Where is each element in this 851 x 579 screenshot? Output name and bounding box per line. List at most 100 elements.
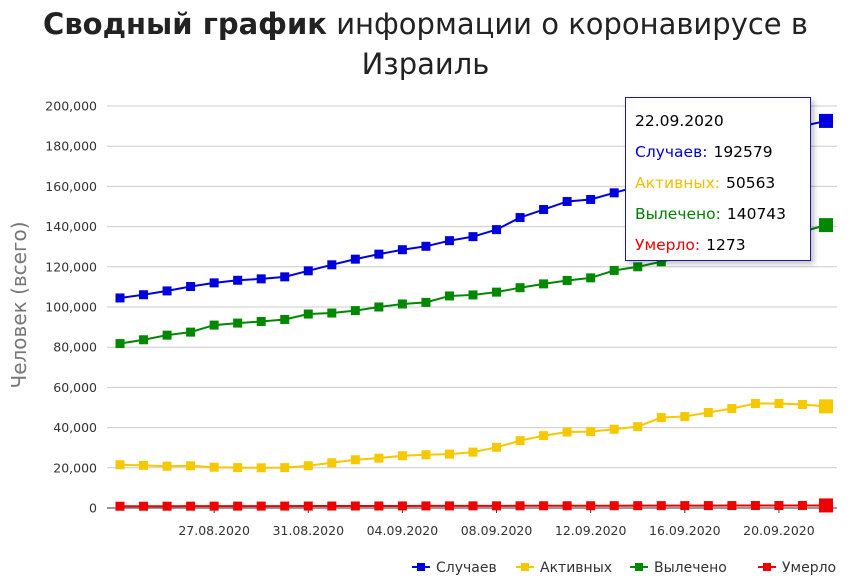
data-point[interactable] [397, 299, 407, 309]
data-point[interactable] [115, 460, 125, 470]
data-point[interactable] [303, 266, 313, 276]
data-point[interactable] [209, 462, 219, 472]
data-point[interactable] [397, 501, 407, 511]
data-point[interactable] [819, 498, 833, 513]
data-point[interactable] [280, 272, 290, 282]
data-point[interactable] [819, 113, 833, 128]
data-point[interactable] [539, 501, 549, 511]
data-point[interactable] [586, 427, 596, 437]
data-point[interactable] [139, 501, 149, 511]
data-point[interactable] [350, 501, 360, 511]
data-point[interactable] [444, 449, 454, 459]
data-point[interactable] [162, 330, 172, 340]
data-point[interactable] [280, 463, 290, 473]
data-point[interactable] [819, 218, 833, 233]
data-point[interactable] [280, 314, 290, 324]
data-point[interactable] [609, 424, 619, 434]
data-point[interactable] [327, 458, 337, 468]
data-point[interactable] [774, 398, 784, 408]
data-point[interactable] [186, 327, 196, 337]
data-point[interactable] [350, 306, 360, 316]
data-point[interactable] [515, 283, 525, 293]
data-point[interactable] [586, 273, 596, 283]
data-point[interactable] [139, 460, 149, 470]
data-point[interactable] [515, 213, 525, 223]
legend-item[interactable]: Вылечено [630, 560, 727, 576]
data-point[interactable] [256, 463, 266, 473]
data-point[interactable] [727, 501, 737, 511]
data-point[interactable] [444, 501, 454, 511]
data-point[interactable] [680, 412, 690, 422]
data-point[interactable] [539, 205, 549, 215]
data-point[interactable] [421, 297, 431, 307]
data-point[interactable] [750, 501, 760, 511]
data-point[interactable] [468, 447, 478, 457]
data-point[interactable] [750, 398, 760, 408]
data-point[interactable] [444, 291, 454, 301]
data-point[interactable] [209, 501, 219, 511]
data-point[interactable] [162, 501, 172, 511]
data-point[interactable] [233, 463, 243, 473]
data-point[interactable] [680, 501, 690, 511]
data-point[interactable] [539, 279, 549, 289]
data-point[interactable] [162, 461, 172, 471]
legend[interactable]: Случаев Активных Вылечено Умерло [412, 560, 836, 576]
data-point[interactable] [492, 225, 502, 235]
data-point[interactable] [374, 453, 384, 463]
data-point[interactable] [209, 278, 219, 288]
data-point[interactable] [233, 275, 243, 285]
data-point[interactable] [562, 427, 572, 437]
data-point[interactable] [256, 274, 266, 284]
data-point[interactable] [256, 316, 266, 326]
data-point[interactable] [797, 500, 807, 510]
data-point[interactable] [633, 501, 643, 511]
data-point[interactable] [468, 501, 478, 511]
data-point[interactable] [562, 196, 572, 206]
data-point[interactable] [421, 450, 431, 460]
data-point[interactable] [303, 461, 313, 471]
data-point[interactable] [303, 501, 313, 511]
data-point[interactable] [633, 262, 643, 272]
data-point[interactable] [539, 431, 549, 441]
data-point[interactable] [703, 501, 713, 511]
data-point[interactable] [115, 501, 125, 511]
data-point[interactable] [233, 318, 243, 328]
data-point[interactable] [656, 501, 666, 511]
data-point[interactable] [468, 290, 478, 300]
legend-item[interactable]: Активных [516, 560, 612, 576]
data-point[interactable] [162, 286, 172, 296]
data-point[interactable] [492, 501, 502, 511]
data-point[interactable] [374, 501, 384, 511]
data-point[interactable] [819, 399, 833, 414]
data-point[interactable] [397, 245, 407, 255]
legend-item[interactable]: Случаев [412, 560, 497, 576]
data-point[interactable] [633, 422, 643, 432]
data-point[interactable] [515, 501, 525, 511]
data-point[interactable] [727, 404, 737, 414]
data-point[interactable] [703, 408, 713, 418]
data-point[interactable] [609, 501, 619, 511]
data-point[interactable] [350, 254, 360, 264]
data-point[interactable] [139, 335, 149, 345]
data-point[interactable] [421, 241, 431, 251]
data-point[interactable] [327, 501, 337, 511]
data-point[interactable] [374, 302, 384, 312]
data-point[interactable] [492, 442, 502, 452]
data-point[interactable] [586, 501, 596, 511]
data-point[interactable] [280, 501, 290, 511]
data-point[interactable] [350, 455, 360, 465]
data-point[interactable] [327, 260, 337, 270]
data-point[interactable] [233, 501, 243, 511]
data-point[interactable] [609, 188, 619, 198]
data-point[interactable] [492, 287, 502, 297]
data-point[interactable] [186, 461, 196, 471]
data-point[interactable] [256, 501, 266, 511]
data-point[interactable] [656, 257, 666, 267]
data-point[interactable] [186, 281, 196, 291]
data-point[interactable] [515, 436, 525, 446]
data-point[interactable] [209, 320, 219, 330]
data-point[interactable] [444, 236, 454, 246]
data-point[interactable] [586, 194, 596, 204]
legend-item[interactable]: Умерло [758, 560, 836, 576]
